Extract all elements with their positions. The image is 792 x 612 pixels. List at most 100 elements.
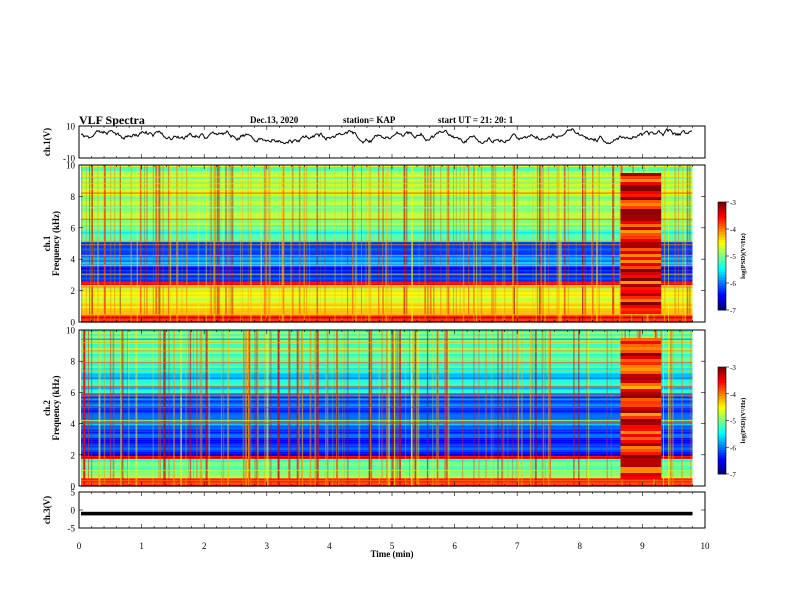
spectrogram-streak [200, 330, 203, 486]
spectrogram-event [620, 206, 662, 210]
spectrogram-band-0 [81, 314, 693, 317]
ch2-spectrogram-ylabel: ch.2 [42, 400, 52, 416]
spectrogram-tone [81, 314, 693, 316]
spectrogram-streak [242, 330, 245, 486]
spectrogram-streak [355, 165, 358, 322]
colorbar-swatch [718, 215, 726, 219]
spectrogram-event [620, 305, 662, 309]
spectrogram-streak [128, 330, 130, 486]
spectrogram-streak [459, 165, 461, 322]
spectrogram-band-3 [81, 269, 693, 272]
spectrogram-band-7 [81, 193, 693, 196]
spectrogram-event [620, 344, 662, 348]
spectrogram-event [620, 377, 662, 381]
colorbar-swatch [718, 436, 726, 440]
spectrogram-streak [556, 165, 559, 322]
spectrogram-band-7 [81, 203, 693, 206]
spectrogram-band-3 [81, 267, 693, 270]
spectrogram-tone [81, 240, 693, 242]
y-tick-label: 6 [71, 388, 76, 398]
spectrogram-event [620, 368, 662, 372]
spectrogram-band-4 [81, 256, 693, 259]
spectrogram-event [620, 179, 662, 183]
spectrogram-streak [670, 330, 672, 486]
spectrogram-event [620, 446, 662, 450]
colorbar-swatch [718, 369, 726, 373]
spectrogram-band-5 [81, 246, 693, 249]
spectrogram-event [620, 308, 662, 312]
spectrogram-tone [81, 393, 693, 395]
colorbar-swatch [718, 452, 726, 456]
spectrogram-streak [208, 330, 211, 486]
spectrogram-band-7 [81, 227, 693, 230]
spectrogram-streak [410, 330, 413, 486]
spectrogram-band-7 [81, 223, 693, 226]
spectrogram-event [620, 281, 662, 285]
spectrogram-streak [88, 330, 89, 486]
spectrogram-band-5 [81, 252, 693, 255]
spectrogram-tone [81, 395, 693, 397]
spectrogram-event [620, 398, 662, 402]
spectrogram-streak [518, 330, 520, 486]
x-tick-label: 2 [202, 541, 207, 551]
x-tick-label: 5 [390, 541, 395, 551]
spectrogram-streak [371, 330, 373, 486]
spectrogram-streak [91, 330, 93, 486]
colorbar-swatch [718, 444, 726, 448]
spectrogram-streak [549, 330, 551, 486]
spectrogram-streak [394, 330, 397, 486]
spectrogram-streak [113, 330, 115, 486]
spectrogram-event [620, 269, 662, 273]
x-tick-label: 7 [515, 541, 520, 551]
spectrogram-tone [81, 286, 693, 288]
spectrogram-streak [455, 165, 457, 322]
spectrogram-streak [309, 165, 311, 322]
spectrogram-streak [417, 330, 420, 486]
spectrogram-event [620, 419, 662, 423]
spectrogram-band-1 [81, 302, 693, 305]
spectrogram-streak [447, 165, 450, 322]
y-tick-label: 4 [71, 255, 76, 265]
spectrogram-streak [534, 330, 537, 486]
spectrogram-streak [247, 165, 249, 322]
spectrogram-band-7 [81, 189, 693, 192]
spectrogram-streak [600, 165, 602, 322]
spectrogram-band-7 [81, 197, 693, 200]
ch1-waveform-line [80, 127, 692, 145]
spectrogram-streak [473, 330, 475, 486]
spectrogram-streak [491, 165, 493, 322]
spectrogram-event [620, 470, 662, 474]
spectrogram-band-6 [81, 231, 693, 234]
spectrogram-streak [406, 165, 408, 322]
spectrogram-streak [143, 165, 146, 322]
spectrogram-streak [325, 330, 326, 486]
spectrogram-streak [176, 165, 178, 322]
spectrogram-event [620, 191, 662, 195]
spectrogram-band-7 [81, 199, 693, 202]
colorbar-tick-label: -3 [730, 364, 736, 372]
spectrogram-streak [228, 165, 230, 322]
colorbar-swatch [718, 433, 726, 437]
spectrogram-streak [610, 330, 612, 486]
spectrogram-streak [89, 165, 91, 322]
spectrogram-streak [596, 165, 598, 322]
y-tick-label: 10 [66, 122, 76, 132]
spectrogram-streak [303, 165, 306, 322]
colorbar-swatch [718, 223, 726, 227]
spectrogram-streak [381, 330, 384, 486]
spectrogram-event [620, 203, 662, 207]
spectrogram-streak [582, 165, 584, 322]
spectrogram-streak [674, 165, 677, 322]
spectrogram-event [620, 413, 662, 417]
spectrogram-streak [119, 165, 121, 322]
spectrogram-streak [242, 165, 243, 322]
spectrogram-streak [333, 330, 335, 486]
spectrogram-streak [437, 330, 439, 486]
spectrogram-streak [263, 165, 266, 322]
spectrogram-tone [81, 386, 693, 388]
figure-title: VLF Spectra [79, 113, 145, 127]
colorbar-swatch [718, 304, 726, 308]
spectrogram-streak [391, 330, 393, 486]
colorbar-swatch [718, 237, 726, 241]
spectrogram-event [620, 251, 662, 255]
